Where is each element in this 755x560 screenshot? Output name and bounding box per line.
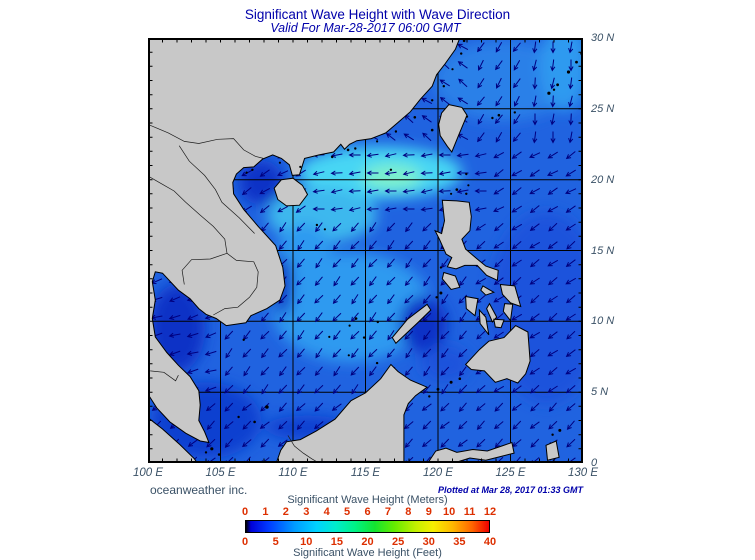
legend-feet-tick: 40 xyxy=(483,536,497,548)
lat-label: 15 N xyxy=(591,244,615,257)
legend-meters-tick: 1 xyxy=(262,506,269,518)
plotted-timestamp: Plotted at Mar 28, 2017 01:33 GMT xyxy=(437,485,583,495)
legend-meters-tick: 0 xyxy=(241,506,249,518)
sea-layer xyxy=(148,38,583,463)
lon-label: 105 E xyxy=(205,467,236,479)
map-canvas xyxy=(148,38,583,463)
legend-feet-tick: 30 xyxy=(422,536,435,548)
legend-meters-tick: 5 xyxy=(344,506,351,518)
legend-meters-tick: 10 xyxy=(443,506,456,518)
land-layer xyxy=(148,38,583,463)
lat-label: 0 xyxy=(591,457,598,469)
lon-label: 130 E xyxy=(567,467,599,479)
legend-feet-tick: 5 xyxy=(272,536,279,548)
lat-label: 5 N xyxy=(591,386,609,399)
lon-label: 115 E xyxy=(350,467,381,479)
lon-label: 120 E xyxy=(422,467,454,479)
legend-meters-tick: 11 xyxy=(463,506,476,518)
lon-label: 125 E xyxy=(495,467,526,479)
lat-label: 20 N xyxy=(591,173,615,186)
lat-label: 25 N xyxy=(591,102,615,115)
legend-meters-tick: 8 xyxy=(405,506,412,518)
plot-title: Significant Wave Height with Wave Direct… xyxy=(244,7,511,22)
legend-feet-tick: 20 xyxy=(361,536,374,548)
legend-meters-tick: 2 xyxy=(282,506,289,518)
map-svg xyxy=(148,38,583,463)
legend-feet-tick: 35 xyxy=(453,536,466,548)
legend-title-meters: Significant Wave Height (Meters) xyxy=(287,494,448,506)
legend-meters-tick: 7 xyxy=(384,506,391,518)
plot-subtitle: Valid For Mar-28-2017 06:00 GMT xyxy=(270,21,461,35)
legend-feet-tick: 25 xyxy=(392,536,405,548)
legend-feet-tick: 15 xyxy=(330,536,343,548)
legend-meters-tick: 3 xyxy=(303,506,310,518)
legend-meters-tick: 4 xyxy=(323,506,330,518)
lon-label: 100 E xyxy=(132,467,164,479)
legend-feet-tick: 10 xyxy=(300,536,313,548)
lat-label: 30 N xyxy=(591,32,615,44)
degree-ticks xyxy=(148,38,583,463)
lat-label: 10 N xyxy=(591,315,615,328)
legend-feet-tick: 0 xyxy=(241,536,249,548)
credit-text: oceanweather inc. xyxy=(150,483,248,497)
legend-meters-tick: 6 xyxy=(364,506,371,518)
lon-label: 110 E xyxy=(278,467,308,479)
legend-meters-tick: 9 xyxy=(425,506,432,518)
legend-meters-tick: 12 xyxy=(483,506,497,518)
colorbar xyxy=(245,520,490,533)
legend-title-feet: Significant Wave Height (Feet) xyxy=(293,547,442,559)
